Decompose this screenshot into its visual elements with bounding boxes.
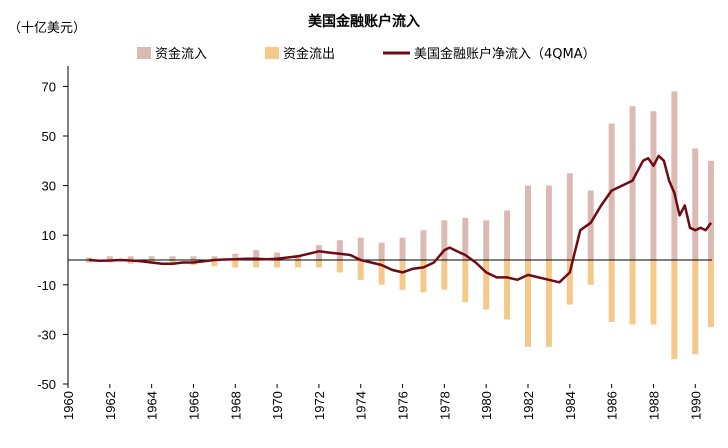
legend: 资金流入 资金流出 美国金融账户净流入（4QMA） bbox=[137, 46, 596, 62]
inflow-bar bbox=[462, 217, 469, 260]
outflow-bar bbox=[336, 260, 343, 273]
outflow-bar bbox=[671, 260, 678, 360]
x-tick-label: 1966 bbox=[186, 391, 201, 420]
x-tick-label: 1974 bbox=[354, 391, 369, 420]
y-tick-label: -10 bbox=[37, 278, 56, 293]
x-tick-label: 1978 bbox=[437, 391, 452, 420]
outflow-bar bbox=[274, 260, 281, 268]
x-tick-label: 1964 bbox=[145, 391, 160, 420]
x-tick-label: 1962 bbox=[103, 391, 118, 420]
legend-swatch-outflow bbox=[265, 47, 279, 59]
inflow-bar bbox=[357, 237, 364, 260]
inflow-bar bbox=[274, 252, 281, 260]
inflow-bar bbox=[211, 256, 218, 260]
x-tick-label: 1970 bbox=[270, 391, 285, 420]
inflow-bar bbox=[106, 256, 113, 260]
inflow-bar bbox=[629, 106, 636, 261]
y-tick-label: 10 bbox=[42, 228, 56, 243]
chart-title: 美国金融账户流入 bbox=[308, 13, 420, 30]
outflow-bar bbox=[462, 260, 469, 303]
net-inflow-line bbox=[88, 154, 713, 284]
x-tick-label: 1972 bbox=[312, 391, 327, 420]
x-tick-label: 1980 bbox=[479, 391, 494, 420]
inflow-bar bbox=[85, 257, 92, 260]
outflow-bar bbox=[253, 260, 260, 268]
outflow-bar bbox=[587, 260, 594, 285]
inflow-bar bbox=[336, 240, 343, 260]
outflow-bar bbox=[483, 260, 490, 310]
inflow-bar bbox=[525, 185, 531, 260]
outflow-bar bbox=[295, 260, 301, 268]
inflow-bar bbox=[587, 190, 594, 260]
outflow-bar bbox=[232, 260, 239, 268]
inflow-bar bbox=[483, 220, 490, 260]
inflow-bar bbox=[504, 210, 511, 260]
outflow-bar bbox=[315, 260, 322, 268]
y-tick-label: 30 bbox=[42, 179, 56, 194]
y-tick-label: 70 bbox=[42, 79, 56, 94]
x-tick-label: 1984 bbox=[563, 391, 578, 420]
outflow-bar bbox=[420, 260, 427, 293]
inflow-bar bbox=[671, 91, 678, 260]
x-tick-label: 1976 bbox=[396, 391, 411, 420]
x-tick-label: 1968 bbox=[228, 391, 243, 420]
outflow-bar bbox=[629, 260, 636, 325]
outflow-bar bbox=[608, 260, 615, 322]
outflow-bar bbox=[357, 260, 364, 280]
outflow-bar bbox=[127, 260, 134, 264]
inflow-bar bbox=[378, 242, 385, 260]
outflow-bar bbox=[566, 260, 573, 305]
x-axis-ticks: 1960 1962 1964 1966 1968 1970 1972 1974 1976 1978… bbox=[61, 384, 703, 420]
inflow-bar bbox=[399, 237, 406, 260]
legend-label-outflow: 资金流出 bbox=[283, 46, 335, 62]
legend-swatch-inflow bbox=[137, 47, 151, 59]
outflow-bar bbox=[707, 260, 714, 327]
inflow-bar bbox=[253, 250, 260, 260]
inflow-bar bbox=[650, 111, 657, 260]
x-tick-label: 1990 bbox=[688, 391, 703, 420]
x-tick-label: 1960 bbox=[61, 391, 76, 420]
legend-label-net: 美国金融账户净流入（4QMA） bbox=[414, 46, 596, 62]
x-tick-label: 1986 bbox=[605, 391, 620, 420]
legend-label-inflow: 资金流入 bbox=[155, 46, 207, 62]
outflow-bar bbox=[399, 260, 406, 290]
unit-label: （十亿美元） bbox=[8, 21, 86, 36]
inflow-bar bbox=[169, 256, 176, 260]
outflow-bar bbox=[650, 260, 657, 325]
inflow-bar bbox=[127, 256, 134, 260]
inflow-bar bbox=[707, 160, 714, 260]
outflow-bar bbox=[441, 260, 448, 290]
inflow-bars bbox=[85, 91, 714, 261]
y-tick-label: -30 bbox=[37, 327, 56, 342]
inflow-bar bbox=[566, 173, 573, 260]
x-tick-label: 1988 bbox=[646, 391, 661, 420]
inflow-bar bbox=[692, 148, 699, 260]
y-tick-label: -50 bbox=[37, 377, 56, 392]
x-tick-label: 1982 bbox=[521, 391, 536, 420]
inflow-bar bbox=[420, 230, 427, 260]
inflow-bar bbox=[441, 220, 448, 260]
y-axis-ticks: 70 50 30 10 -10 -30 -50 bbox=[37, 79, 68, 392]
outflow-bar bbox=[545, 260, 552, 347]
y-tick-label: 50 bbox=[42, 129, 56, 144]
outflow-bar bbox=[525, 260, 531, 347]
outflow-bars bbox=[85, 260, 714, 360]
inflow-bar bbox=[148, 256, 155, 260]
outflow-bar bbox=[378, 260, 385, 285]
inflow-bar bbox=[545, 185, 552, 260]
outflow-bar bbox=[692, 260, 699, 355]
inflow-bar bbox=[232, 253, 239, 260]
inflow-bar bbox=[190, 256, 197, 260]
outflow-bar bbox=[504, 260, 511, 320]
outflow-bar bbox=[211, 260, 218, 267]
